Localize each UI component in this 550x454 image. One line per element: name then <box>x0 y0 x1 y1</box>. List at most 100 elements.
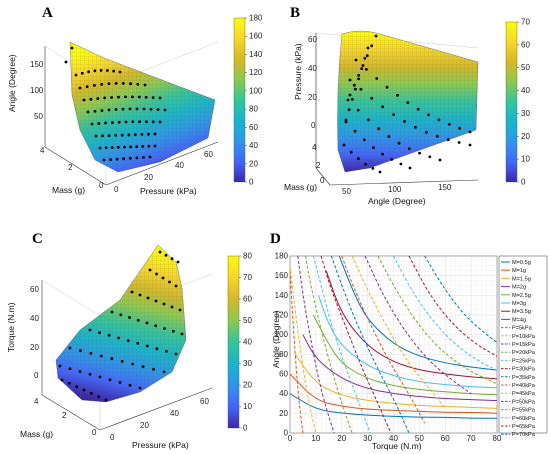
measurement-point <box>365 68 368 71</box>
y-tick-label: 100 <box>275 330 289 339</box>
panel-d-letter: D <box>270 231 281 247</box>
measurement-point <box>171 329 175 333</box>
measurement-point <box>64 60 68 64</box>
measurement-point <box>103 96 107 100</box>
measurement-point <box>145 120 148 124</box>
x-tick-label: 70 <box>467 434 476 443</box>
measurement-point <box>96 97 100 100</box>
measurement-point <box>158 120 162 124</box>
colorbar-tick-label: 40 <box>521 86 530 95</box>
measurement-point <box>408 166 412 170</box>
measurement-point <box>98 146 102 150</box>
colorbar-tick-label: 50 <box>521 63 530 72</box>
measurement-point <box>457 141 461 144</box>
legend-label: P=70kPa <box>512 432 536 438</box>
measurement-point <box>148 268 152 272</box>
measurement-point <box>344 120 348 124</box>
legend-label: M=2.5g <box>512 293 531 299</box>
measurement-point <box>94 134 98 138</box>
legend-label: P=40kPa <box>512 383 536 389</box>
colorbar-tick-label: 120 <box>249 68 263 77</box>
legend-label: P=25kPa <box>512 358 536 364</box>
measurement-point <box>162 370 166 374</box>
measurement-point <box>112 69 116 73</box>
measurement-point <box>428 155 432 159</box>
y-tick-label: 20 <box>279 409 288 418</box>
measurement-point <box>114 133 118 137</box>
measurement-point <box>100 109 104 112</box>
panel-d-lines <box>290 256 497 433</box>
panel-d: D 0 10 20 30 40 50 60 70 80 0 20 40 60 80 100 120 140 160… <box>270 231 548 451</box>
panel-b-z-tick: 0 <box>311 121 316 130</box>
series-line-m-3-5g <box>325 270 497 380</box>
x-tick-label: 0 <box>288 434 293 443</box>
measurement-point <box>107 108 111 112</box>
series-line-m-0-5g <box>290 393 497 419</box>
panel-b-x-tick: 50 <box>342 187 351 196</box>
measurement-point <box>117 120 121 124</box>
measurement-point <box>110 310 114 314</box>
panel-b-y-tick: 2 <box>316 161 321 170</box>
measurement-point <box>138 293 142 297</box>
colorbar-tick-label: 140 <box>249 50 263 59</box>
measurement-point <box>115 157 119 161</box>
measurement-point <box>163 327 166 330</box>
measurement-point <box>155 347 159 351</box>
legend-label: M=1g <box>512 268 526 274</box>
legend-label: P=55kPa <box>512 408 536 414</box>
measurement-point <box>348 78 352 82</box>
panel-b-y-tick: 4 <box>312 143 317 152</box>
measurement-point <box>97 395 101 399</box>
colorbar-tick-label: 50 <box>243 316 252 325</box>
measurement-point <box>120 359 124 363</box>
measurement-point <box>407 147 411 151</box>
measurement-point <box>352 83 356 87</box>
measurement-point <box>124 95 127 99</box>
colorbar-tick-label: 60 <box>249 123 258 132</box>
measurement-point <box>104 398 108 402</box>
measurement-point <box>136 318 140 322</box>
measurement-point <box>58 364 62 368</box>
measurement-point <box>124 120 128 124</box>
measurement-point <box>102 158 106 162</box>
x-tick-label: 60 <box>441 434 450 443</box>
measurement-point <box>438 158 442 162</box>
measurement-point <box>86 110 90 114</box>
panel-a-surface-mesh <box>70 42 215 172</box>
panel-c-back-line <box>41 279 101 317</box>
colorbar-tick-label: 30 <box>521 109 530 118</box>
measurement-point <box>106 69 109 72</box>
measurement-point <box>144 95 148 99</box>
panel-a-y-tick: 2 <box>68 163 73 172</box>
measurement-point <box>97 122 101 125</box>
y-tick-label: 120 <box>275 311 289 320</box>
panel-c-x-tick: 60 <box>200 397 209 406</box>
measurement-point <box>381 105 385 109</box>
measurement-point <box>390 158 394 161</box>
panel-a-y-tick: 0 <box>99 181 104 190</box>
measurement-point <box>89 351 93 355</box>
measurement-point <box>100 83 104 86</box>
measurement-point <box>158 250 162 254</box>
measurement-point <box>378 170 382 174</box>
series-line-p-30kpa <box>320 256 392 433</box>
measurement-point <box>117 336 121 340</box>
panel-c-y-tick: 4 <box>34 397 39 406</box>
measurement-point <box>370 44 374 48</box>
measurement-point <box>117 95 120 99</box>
series-line-p-40kpa <box>341 256 426 424</box>
measurement-point <box>110 357 114 361</box>
legend-label: P=60kPa <box>512 416 536 422</box>
measurement-point <box>418 151 421 155</box>
x-tick-label: 30 <box>363 434 372 443</box>
y-tick-label: 0 <box>284 429 289 438</box>
measurement-point <box>123 145 126 149</box>
colorbar-tick-label: 160 <box>249 32 263 41</box>
measurement-point <box>447 122 451 126</box>
panel-c-z-tick: 20 <box>30 343 39 352</box>
measurement-point <box>114 82 118 85</box>
measurement-point <box>154 299 158 303</box>
measurement-point <box>85 85 89 88</box>
measurement-point <box>89 97 93 101</box>
